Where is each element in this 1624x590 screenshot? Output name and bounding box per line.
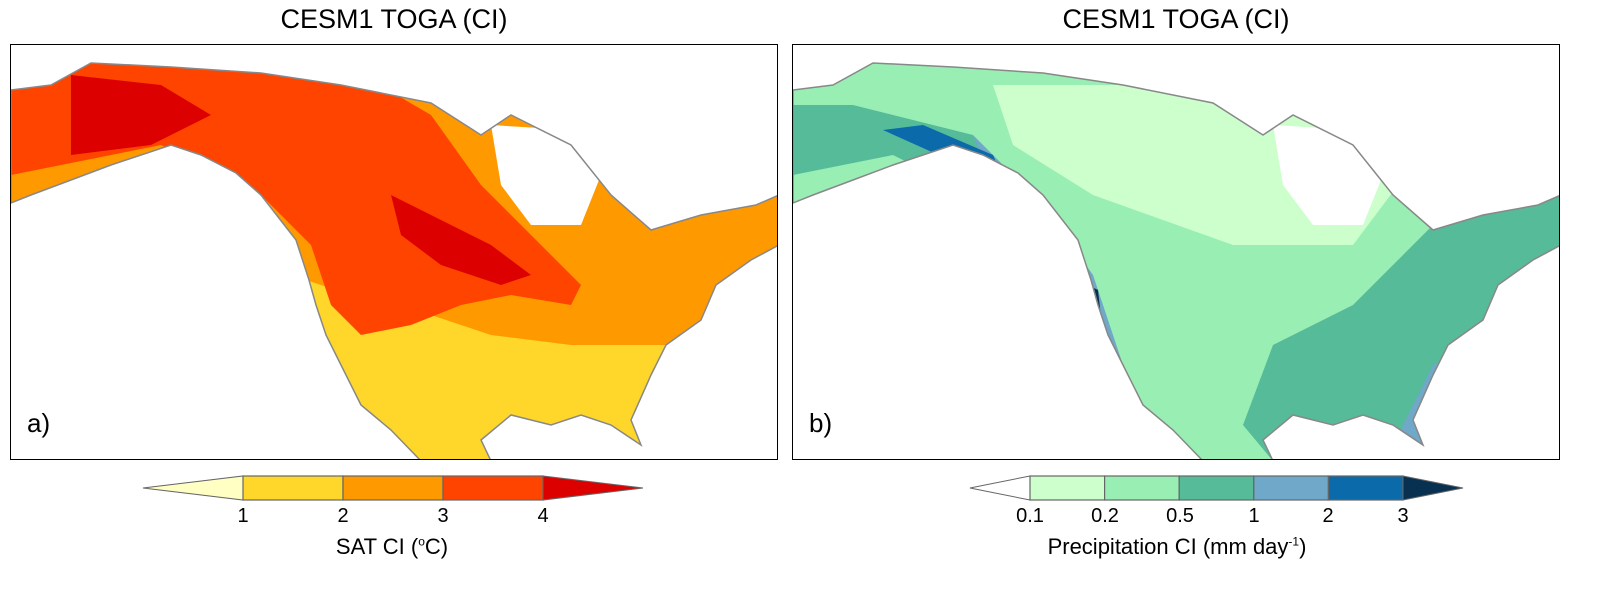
colorbar-segment	[1178, 475, 1255, 501]
panel-a-title: CESM1 TOGA (CI)	[280, 4, 508, 34]
precip-map-svg	[793, 62, 1559, 459]
precip-tick: 0.2	[1091, 505, 1119, 527]
colorbar-high-triangle	[542, 475, 644, 501]
precip-tick: 1	[1248, 505, 1260, 527]
panel-b-label: b)	[809, 408, 833, 438]
colorbar-low-triangle	[969, 475, 1031, 501]
sat-colorbar	[142, 475, 644, 501]
panel-a-label: a)	[27, 408, 51, 438]
colorbar-segment	[1327, 475, 1404, 501]
precip-tick: 2	[1322, 505, 1334, 527]
panel-b-title: CESM1 TOGA (CI)	[1062, 4, 1290, 34]
colorbar-high-triangle	[1402, 475, 1464, 501]
sat-tick: 3	[437, 505, 449, 527]
precip-tick: 0.5	[1166, 505, 1194, 527]
colorbar-segment	[342, 475, 444, 501]
colorbar-segment	[242, 475, 344, 501]
sat-colorbar-label: SAT CI (oC)	[335, 534, 449, 559]
precip-tick: 0.1	[1016, 505, 1044, 527]
precip-tick: 3	[1397, 505, 1409, 527]
colorbar-segment	[1029, 475, 1106, 501]
sat-tick: 2	[337, 505, 349, 527]
precip-ci-map: b)	[792, 44, 1560, 460]
sat-tick: 4	[537, 505, 549, 527]
colorbar-segment	[1253, 475, 1329, 501]
colorbar-low-triangle	[142, 475, 244, 501]
sat-ci-map: a)	[10, 44, 778, 460]
precip-colorbar	[969, 475, 1464, 501]
precip-colorbar-label: Precipitation CI (mm day-1)	[1047, 534, 1307, 559]
sat-map-svg	[11, 62, 777, 459]
colorbar-segment	[1104, 475, 1180, 501]
sat-tick: 1	[237, 505, 249, 527]
colorbar-segment	[442, 475, 544, 501]
